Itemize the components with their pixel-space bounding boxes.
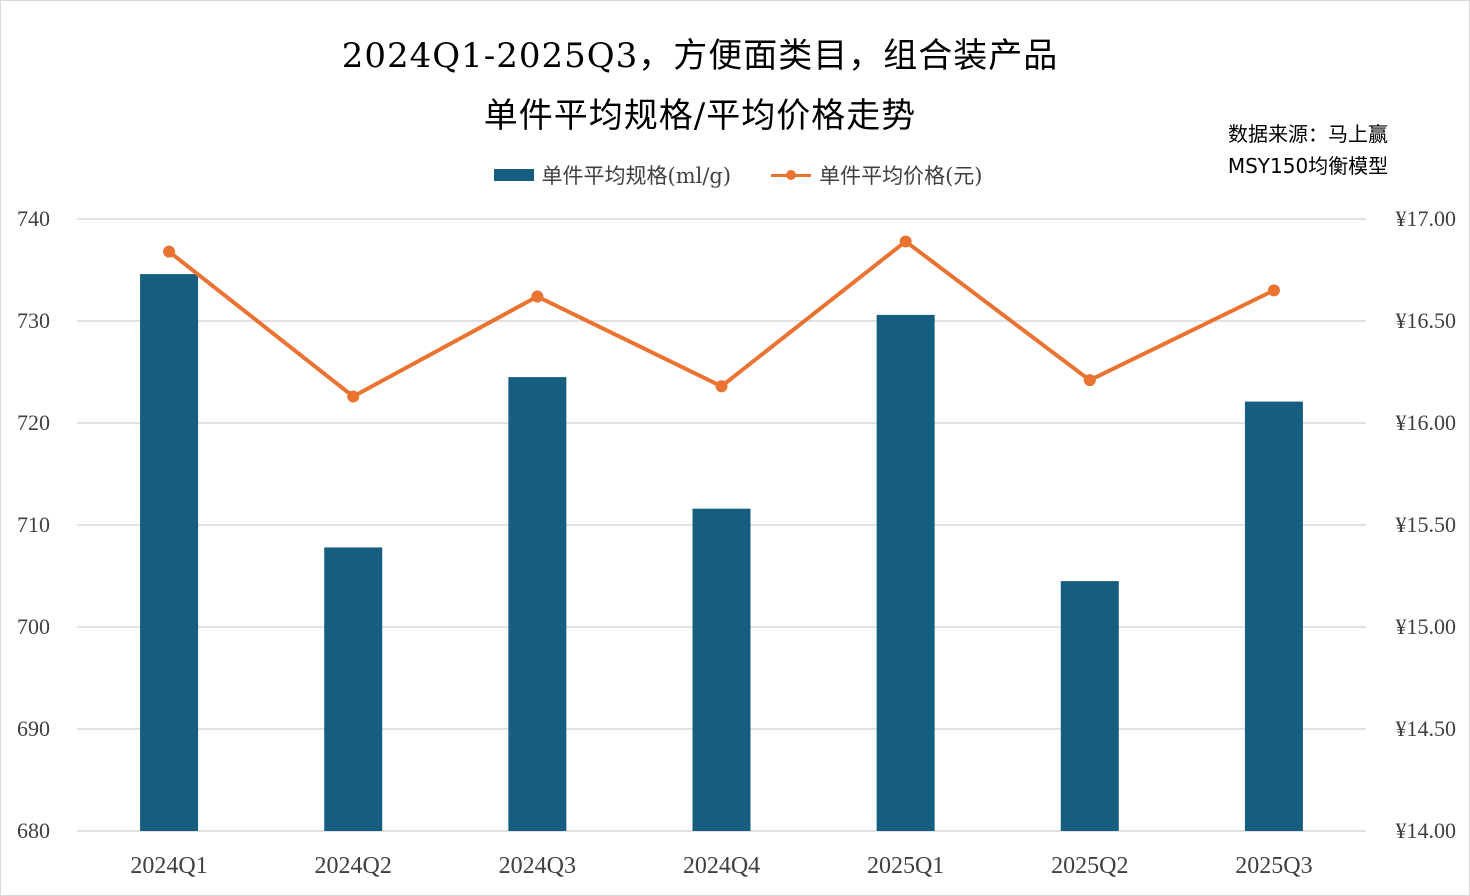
y-right-tick-label: ¥15.50: [1396, 512, 1457, 537]
x-tick-label: 2024Q1: [130, 853, 207, 879]
y-left-tick-label: 680: [17, 818, 50, 843]
price-point: [1267, 284, 1280, 297]
y-right-tick-label: ¥16.50: [1396, 308, 1457, 333]
y-left-tick-label: 690: [17, 716, 50, 741]
price-point: [899, 235, 912, 248]
y-right-tick-label: ¥17.00: [1396, 206, 1457, 231]
source-model-label: MSY150均衡模型: [1227, 154, 1389, 178]
source-label: 数据来源：马上赢: [1228, 122, 1388, 146]
bar: [140, 274, 199, 832]
y-left-tick-label: 710: [17, 512, 50, 537]
price-line: [167, 239, 1275, 399]
x-tick-label: 2025Q1: [867, 853, 944, 879]
x-tick-label: 2024Q4: [683, 853, 760, 879]
bar: [692, 508, 751, 831]
legend-item-price: 单件平均价格(元): [771, 160, 982, 190]
x-tick-label: 2025Q2: [1051, 853, 1128, 879]
price-point: [347, 390, 360, 403]
price-point: [531, 290, 544, 303]
y-left-tick-label: 740: [17, 206, 50, 231]
chart-title: 2024Q1-2025Q3，方便面类目，组合装产品: [341, 36, 1059, 76]
y-right-tick-label: ¥14.00: [1396, 818, 1457, 843]
bar: [1060, 581, 1119, 831]
legend-item-size: 单件平均规格(ml/g): [493, 160, 732, 190]
bar: [876, 314, 935, 831]
y-right-tick-label: ¥14.50: [1396, 716, 1457, 741]
legend: 单件平均规格(ml/g) 单件平均价格(元): [0, 160, 1470, 190]
x-tick-label: 2024Q3: [499, 853, 576, 879]
legend-label-price: 单件平均价格(元): [819, 164, 983, 188]
x-tick-label: 2024Q2: [315, 853, 392, 879]
bar: [1244, 401, 1303, 831]
y-left-tick-label: 720: [17, 410, 50, 435]
y-right-tick-label: ¥15.00: [1396, 614, 1457, 639]
x-tick-label: 2025Q3: [1235, 853, 1312, 879]
legend-label-size: 单件平均规格(ml/g): [541, 164, 732, 188]
legend-line-swatch: [771, 169, 812, 181]
chart-subtitle: 单件平均规格/平均价格走势: [483, 96, 917, 136]
price-point: [1083, 374, 1096, 387]
y-left-tick-label: 700: [17, 614, 50, 639]
y-right-tick-label: ¥16.00: [1396, 410, 1457, 435]
y-left-tick-label: 730: [17, 308, 50, 333]
bar: [324, 547, 383, 831]
bar: [508, 377, 567, 831]
legend-bar-swatch: [493, 169, 534, 181]
price-point: [163, 245, 176, 258]
price-point: [715, 380, 728, 393]
